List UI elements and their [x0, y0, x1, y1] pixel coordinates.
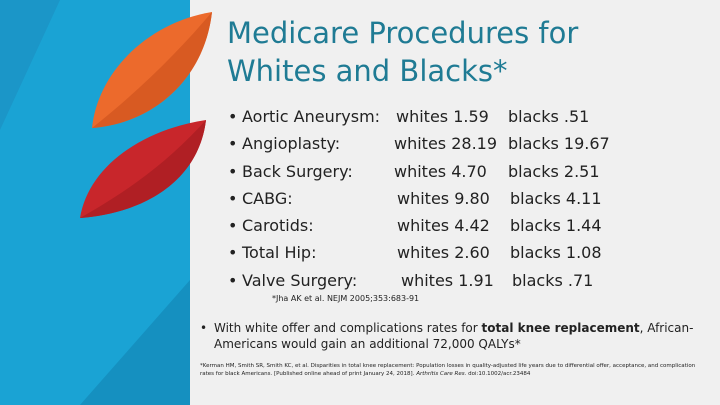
procedure-name: Angioplasty:	[242, 134, 341, 154]
bullet: •	[228, 188, 238, 208]
blue-panel-fold	[80, 280, 190, 405]
note-text-start: With white offer and complications rates…	[214, 321, 482, 335]
whites-rate: whites 9.80	[397, 188, 490, 208]
bullet: •	[200, 321, 208, 335]
procedure-name: CABG:	[242, 188, 293, 208]
blacks-rate: blacks 1.08	[510, 243, 602, 263]
note-text: With white offer and complications rates…	[200, 320, 700, 352]
blue-panel-shadow	[0, 0, 60, 130]
whites-rate: whites 2.60	[397, 243, 490, 263]
bullet: •	[228, 243, 238, 263]
procedure-name: Total Hip:	[242, 243, 317, 263]
leaf-bottom-red-shade	[80, 120, 206, 218]
procedure-name: Back Surgery:	[242, 161, 353, 181]
citation-kerman-doi: doi:10.1002/acr.23484	[466, 371, 531, 377]
procedure-name: Valve Surgery:	[242, 270, 358, 290]
leaf-top-orange-shade	[92, 12, 212, 128]
whites-rate: whites 1.91	[401, 270, 494, 290]
blacks-rate: blacks 4.11	[510, 188, 602, 208]
leaf-bottom-red	[80, 120, 206, 218]
title-line-2: Whites and Blacks*	[227, 54, 508, 88]
knee-replacement-note: • With white offer and complications rat…	[200, 320, 700, 352]
note-text-bold: total knee replacement	[481, 321, 640, 335]
note-text-end: , African-Americans would gain an additi…	[214, 321, 694, 351]
blacks-rate: blacks .71	[512, 270, 594, 290]
title-line-1: Medicare Procedures for	[227, 16, 579, 50]
slide-title: Medicare Procedures for Whites and Black…	[227, 14, 578, 90]
blacks-rate: blacks .51	[508, 107, 590, 126]
citation-kerman: *Kerman HM, Smith SR, Smith KC, et al. D…	[200, 362, 700, 378]
blacks-rate: blacks 1.44	[510, 216, 602, 236]
blacks-rate: blacks 2.51	[508, 161, 600, 181]
bullet: •	[228, 161, 238, 181]
citation-kerman-text: *Kerman HM, Smith SR, Smith KC, et al. D…	[200, 363, 696, 377]
bullet: •	[228, 107, 238, 126]
citation-kerman-journal: Arthritis Care Res.	[416, 371, 467, 377]
whites-rate: whites 4.70	[394, 161, 487, 181]
citation-jha: *Jha AK et al. NEJM 2005;353:683-91	[272, 294, 420, 303]
bullet: •	[228, 270, 238, 290]
procedure-name: Carotids:	[242, 216, 314, 236]
leaf-top-orange	[92, 12, 212, 128]
bullet: •	[228, 216, 238, 236]
procedure-name: Aortic Aneurysm:	[242, 107, 381, 126]
whites-rate: whites 28.19	[394, 134, 498, 154]
bullet: •	[228, 134, 238, 154]
whites-rate: whites 4.42	[397, 216, 490, 236]
whites-rate: whites 1.59	[396, 107, 489, 126]
blacks-rate: blacks 19.67	[508, 134, 610, 154]
